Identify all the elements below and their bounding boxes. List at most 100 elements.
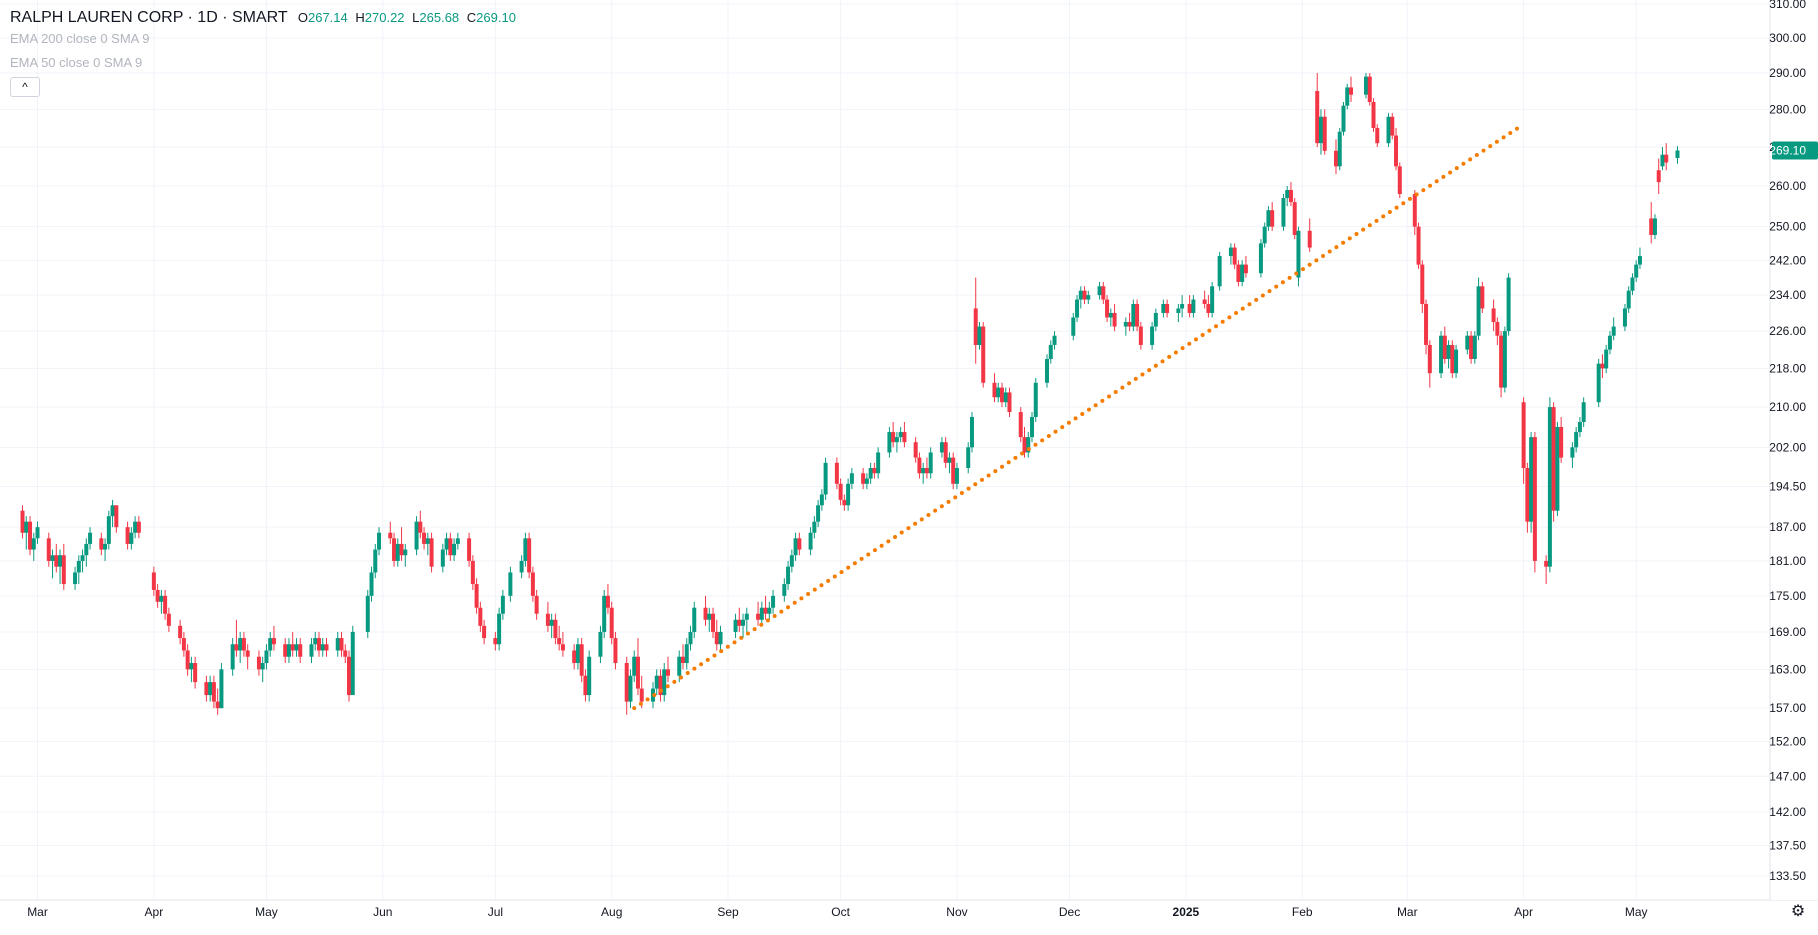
candle [448, 532, 453, 561]
candle [1127, 312, 1132, 332]
candle [422, 527, 427, 550]
last-price-badge-bg [1772, 141, 1818, 160]
candle [954, 462, 959, 490]
candle [684, 638, 689, 670]
candle [1420, 260, 1425, 313]
candle [290, 631, 295, 657]
candle [1390, 113, 1395, 140]
candle-body [324, 644, 329, 651]
time-axis[interactable]: Mar Apr May Jun Jul Aug Sep Oct Nov Dec 2025 Feb Mar… [27, 905, 1647, 919]
candle-body [1262, 226, 1267, 244]
candle-body [440, 549, 445, 567]
candle-body [842, 499, 847, 506]
candle-body [1315, 91, 1320, 144]
candle [1559, 417, 1564, 463]
trendline[interactable] [632, 122, 1526, 711]
candle-body [1454, 349, 1459, 374]
candle [1600, 354, 1605, 378]
candle [534, 589, 539, 620]
candle-body [1075, 299, 1080, 318]
indicator-ema200[interactable]: EMA 200 close 0 SMA 9 [10, 31, 150, 46]
settings-icon[interactable]: ⚙ [1790, 903, 1806, 920]
candle-body [1108, 312, 1113, 318]
candle-body [136, 521, 141, 533]
candle [1454, 344, 1459, 378]
price-tick-label: 133.50 [1769, 869, 1806, 883]
candle-body [1135, 303, 1140, 327]
candle [1048, 340, 1053, 364]
time-tick-label: May [255, 905, 278, 919]
candle [61, 543, 66, 590]
candle-body [54, 555, 59, 567]
candle [943, 437, 948, 469]
price-axis[interactable]: 133.50 137.50 142.00 147.00 152.00 157.00 163.… [1769, 0, 1818, 900]
candle [324, 638, 329, 657]
candle-body [1232, 247, 1237, 265]
candle [136, 516, 141, 539]
candle [887, 427, 892, 458]
candle [1596, 358, 1601, 408]
candle-body [1544, 560, 1549, 567]
candle-body [1634, 264, 1639, 278]
time-tick-label: Mar [1397, 905, 1418, 919]
candle-body [193, 663, 198, 683]
candle-body [534, 595, 539, 614]
candle [215, 688, 220, 715]
candle-body [894, 437, 899, 443]
candle-body [467, 538, 472, 561]
candle-body [1394, 135, 1399, 167]
candle-body [350, 631, 355, 696]
candle-body [1491, 308, 1496, 322]
candle-body [1637, 256, 1642, 265]
candle-body [782, 584, 787, 596]
candle [403, 543, 408, 567]
candle-body [816, 505, 821, 522]
candle-body [455, 538, 460, 544]
candle [579, 638, 584, 683]
collapse-legend-button[interactable]: ^ [10, 77, 40, 97]
candle-body [1652, 218, 1657, 235]
candle [103, 538, 108, 561]
candle-body [373, 549, 378, 573]
candle [549, 613, 554, 639]
symbol-legend[interactable]: RALPH LAUREN CORP · 1D · SMART O267.14 H… [10, 6, 520, 30]
candle-body [470, 560, 475, 585]
candle-body [403, 549, 408, 556]
price-tick-label: 163.00 [1769, 662, 1806, 676]
candle [587, 650, 592, 702]
price-tick-label: 181.00 [1769, 554, 1806, 568]
candle [819, 489, 824, 511]
candle-body [482, 625, 487, 639]
candle-body [151, 572, 156, 590]
candle [1544, 555, 1549, 585]
candle [992, 373, 997, 403]
candle-body [208, 682, 213, 696]
candle [1022, 427, 1027, 458]
candle [1258, 239, 1263, 278]
symbol-title[interactable]: RALPH LAUREN CORP · 1D · SMART [10, 9, 288, 26]
time-tick-label: Apr [1514, 905, 1533, 919]
indicator-ema50[interactable]: EMA 50 close 0 SMA 9 [10, 55, 143, 70]
candle [1187, 295, 1192, 318]
candle [350, 625, 355, 696]
candle [455, 532, 460, 550]
candle-body [1307, 230, 1312, 248]
candle-body [155, 589, 160, 602]
candle-body [1285, 190, 1290, 199]
candle [763, 595, 768, 620]
candle [1105, 295, 1110, 322]
candle [1375, 124, 1380, 147]
candle [294, 638, 299, 657]
candle-body [1052, 335, 1057, 345]
candle [1243, 256, 1248, 278]
price-tick-label: 142.00 [1769, 805, 1806, 819]
candle-body [1217, 256, 1222, 287]
candle [1675, 146, 1680, 164]
candle [1180, 295, 1185, 318]
candle-body [429, 538, 434, 567]
candle-body [613, 638, 618, 664]
candle-body [418, 521, 423, 533]
candle [211, 675, 216, 709]
